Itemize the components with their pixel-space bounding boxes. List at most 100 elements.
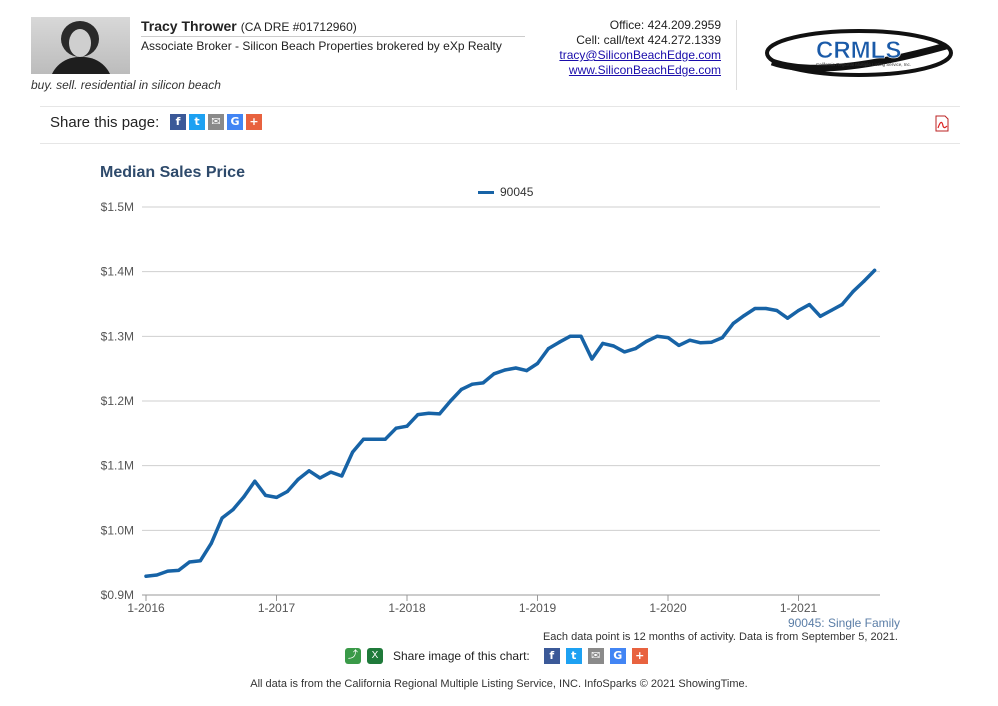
data-point (177, 568, 181, 573)
data-point (427, 411, 431, 415)
data-point (840, 303, 844, 307)
data-point (144, 574, 148, 578)
y-tick-label: $1.2M (101, 394, 134, 408)
data-point (448, 399, 453, 403)
data-point (688, 338, 692, 342)
legend-label: 90045 (500, 185, 534, 199)
data-point (470, 382, 474, 386)
data-point (720, 336, 725, 340)
data-point (296, 477, 300, 481)
agent-title: Associate Broker - Silicon Beach Propert… (141, 39, 502, 53)
pdf-icon[interactable] (934, 115, 950, 132)
google-icon[interactable]: G (227, 114, 243, 130)
plus-icon[interactable]: + (246, 114, 262, 130)
agent-license: (CA DRE #01712960) (240, 20, 357, 34)
agent-photo (31, 17, 130, 74)
data-point (644, 339, 648, 344)
share-label: Share this page: (50, 114, 160, 131)
office-phone: Office: 424.209.2959 (609, 18, 721, 32)
series-line-90045 (144, 268, 877, 578)
data-point (851, 290, 855, 294)
x-tick-label: 1-2017 (258, 601, 296, 615)
data-point (590, 357, 594, 361)
x-tick-label: 1-2018 (388, 601, 426, 615)
y-tick-label: $1.3M (101, 329, 134, 343)
data-point (666, 336, 670, 340)
legend-swatch (478, 190, 494, 194)
data-point (394, 426, 398, 430)
data-point (481, 381, 485, 385)
agent-name-text: Tracy Thrower (141, 18, 237, 34)
data-point (612, 344, 616, 348)
data-point (264, 493, 268, 497)
plus-icon[interactable]: + (631, 648, 648, 664)
crmls-logo: CRMLS California Regional Multiple Listi… (765, 29, 953, 77)
data-point (818, 314, 822, 318)
data-point (242, 495, 246, 499)
data-point (753, 306, 757, 311)
data-point (459, 387, 463, 391)
data-point (503, 368, 507, 372)
email-icon[interactable]: ✉ (587, 648, 604, 664)
data-point (372, 437, 376, 441)
data-point (231, 508, 235, 512)
share-bar: Share this page: f t ✉ G + (40, 106, 960, 144)
data-point (253, 479, 257, 483)
data-point (416, 413, 420, 417)
contact-block: Office: 424.209.2959 Cell: call/text 424… (559, 18, 721, 78)
email-link[interactable]: tracy@SiliconBeachEdge.com (559, 48, 721, 62)
share-icon[interactable]: ⤴ (345, 648, 361, 664)
footer-credit: All data is from the California Regional… (250, 678, 748, 690)
data-point (383, 437, 387, 441)
data-point (285, 489, 289, 494)
agent-name: Tracy Thrower (CA DRE #01712960) (141, 18, 357, 34)
y-tick-label: $1.0M (101, 523, 134, 537)
website-link[interactable]: www.SiliconBeachEdge.com (568, 63, 721, 77)
facebook-icon[interactable]: f (170, 114, 186, 130)
data-point (220, 516, 224, 520)
data-point (568, 334, 572, 338)
data-point (557, 340, 561, 344)
google-icon[interactable]: G (609, 648, 626, 664)
excel-icon[interactable]: X (367, 648, 383, 664)
facebook-icon[interactable]: f (543, 648, 560, 664)
data-point (677, 343, 681, 347)
data-point (405, 424, 409, 428)
data-point (731, 321, 735, 325)
data-point (873, 268, 877, 272)
tagline: buy. sell. residential in silicon beach (31, 78, 221, 92)
data-point (329, 470, 333, 474)
data-point (775, 308, 779, 313)
data-point (209, 541, 213, 545)
series-note: 90045: Single Family (787, 616, 900, 630)
cell-phone: Cell: call/text 424.272.1339 (576, 33, 721, 47)
data-point (622, 350, 627, 354)
divider (736, 20, 737, 90)
data-point (786, 316, 790, 320)
data-point (340, 474, 344, 478)
y-tick-label: $1.4M (101, 265, 134, 279)
twitter-icon[interactable]: t (565, 648, 582, 664)
data-point (307, 469, 311, 473)
logo-text: CRMLS (816, 37, 901, 64)
data-point (546, 347, 551, 351)
data-point (862, 279, 866, 283)
share-image-bar: ⤴ X Share image of this chart: f t ✉ G + (345, 648, 648, 664)
data-point (764, 306, 768, 311)
data-point (514, 366, 518, 370)
data-point (187, 560, 192, 564)
x-tick-label: 1-2019 (519, 601, 557, 615)
y-tick-label: $1.1M (101, 459, 134, 473)
data-point (198, 559, 202, 563)
data-point (829, 308, 833, 313)
email-icon[interactable]: ✉ (208, 114, 224, 130)
data-point (807, 303, 812, 307)
data-point (492, 372, 496, 376)
data-point (742, 314, 746, 318)
divider (141, 36, 525, 37)
data-point (535, 361, 540, 366)
data-point (166, 569, 170, 573)
y-tick-label: $0.9M (101, 588, 134, 602)
twitter-icon[interactable]: t (189, 114, 205, 130)
